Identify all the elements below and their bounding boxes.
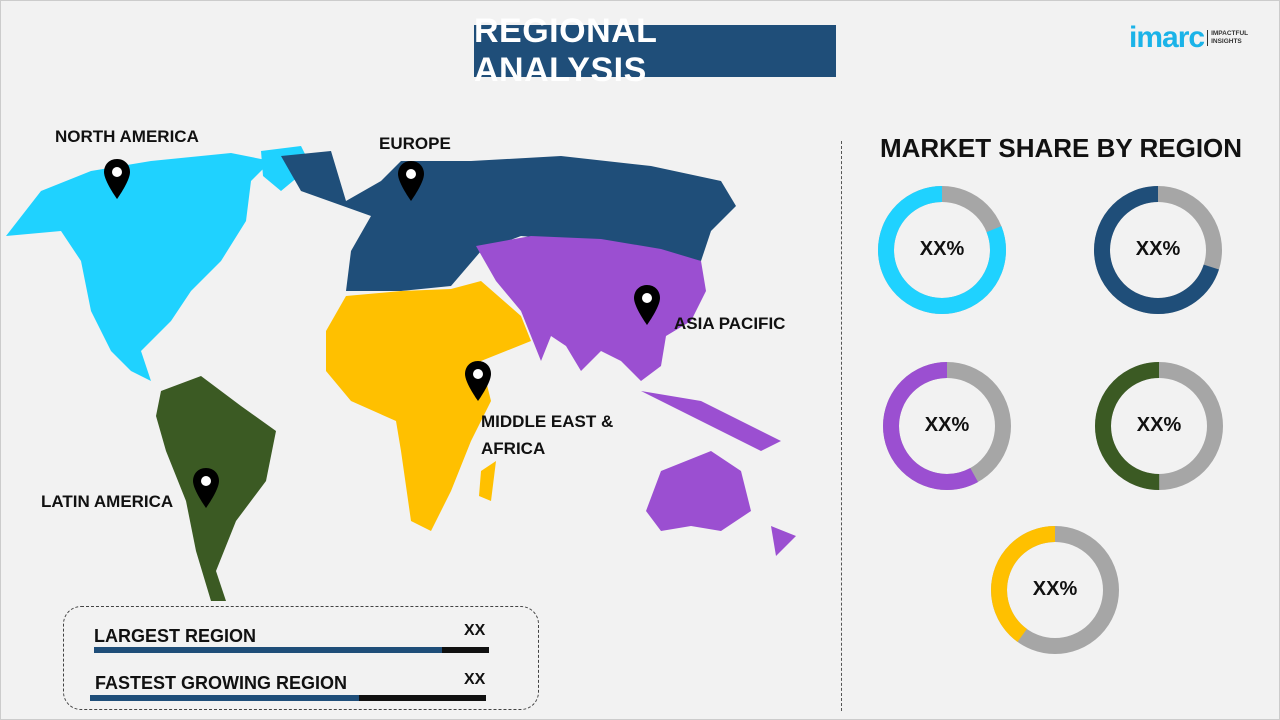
donut-segment (1094, 186, 1222, 314)
section-divider (841, 141, 842, 711)
region-middle-east-africa (326, 281, 531, 531)
donut-middle-east-africa (991, 526, 1119, 654)
label-asia-pacific: ASIA PACIFIC (674, 314, 786, 333)
largest-region-value: XX (464, 622, 486, 639)
fastest-growing-region-value: XX (464, 671, 486, 688)
logo-word: imarc (1129, 21, 1205, 54)
donut-value-label: XX% (924, 414, 970, 436)
page-title: REGIONAL ANALYSIS (474, 12, 836, 89)
largest-region-bar (94, 647, 489, 653)
fastest-growing-region-label: FASTEST GROWING REGION (95, 673, 348, 693)
region-europe-russia (281, 151, 736, 291)
donut-segment (883, 362, 1011, 490)
donut-value-label: XX% (1136, 414, 1182, 436)
map-pin-icon (104, 159, 130, 199)
donut-segment (878, 186, 1006, 314)
donut-europe (1094, 186, 1222, 314)
logo-tagline: IMPACTFUL INSIGHTS (1207, 30, 1248, 46)
donut-latin-america (1095, 362, 1223, 490)
summary-box (63, 606, 539, 710)
map-pin-icon (398, 161, 424, 201)
map-pin-icon (193, 468, 219, 508)
label-north-america: NORTH AMERICA (55, 127, 199, 146)
donut-value-label: XX% (1032, 578, 1078, 600)
donut-north-america (878, 186, 1006, 314)
label-latin-america: LATIN AMERICA (41, 492, 174, 511)
fastest-growing-region-bar (90, 695, 486, 701)
largest-region-label: LARGEST REGION (94, 626, 257, 646)
donut-asia-pacific (883, 362, 1011, 490)
donut-value-label: XX% (1135, 238, 1181, 260)
donut-segment (991, 526, 1119, 654)
region-north-america (6, 146, 311, 381)
market-share-title: MARKET SHARE BY REGION (879, 133, 1243, 163)
label-middle-east-africa: MIDDLE EAST & AFRICA (481, 412, 614, 458)
region-asia-pacific (476, 236, 796, 556)
donut-value-label: XX% (919, 238, 965, 260)
map-pin-icon (634, 285, 660, 325)
donut-segment (1095, 362, 1223, 490)
label-europe: EUROPE (379, 134, 451, 153)
map-pin-icon (465, 361, 491, 401)
imarc-logo: imarc IMPACTFUL INSIGHTS (1129, 21, 1248, 55)
